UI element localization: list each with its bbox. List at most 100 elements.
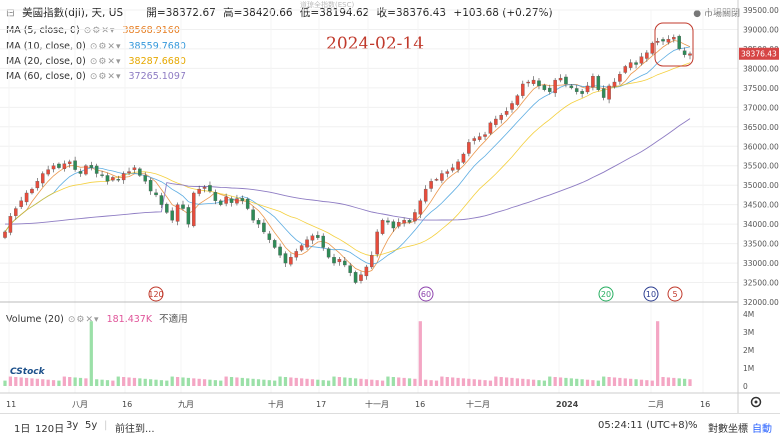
candle-body	[666, 39, 671, 43]
range-120d-button[interactable]: 120日	[35, 424, 65, 435]
candle-body	[332, 257, 336, 264]
candle-body	[229, 198, 234, 203]
volume-bar	[548, 376, 552, 386]
candle-body	[434, 179, 439, 181]
ma60-legend[interactable]: MA (60, close, 0) ⊙⚙✕▾ 37265.1097	[6, 71, 186, 82]
candle-body	[380, 220, 385, 234]
volume-bar	[424, 379, 428, 386]
range-1d-button[interactable]: 1日	[14, 424, 31, 435]
candle-body	[440, 173, 444, 181]
volume-bar	[143, 378, 147, 386]
volume-bar	[591, 380, 595, 386]
candle-body	[186, 207, 191, 225]
candle-body	[192, 192, 196, 227]
volume-bar	[192, 378, 196, 386]
ma20-legend[interactable]: MA (20, close, 0) ⊙⚙✕▾ 38287.6680	[6, 56, 186, 67]
candle-body	[165, 203, 169, 213]
candle-body	[639, 56, 644, 64]
collapse-icon[interactable]: ⊟	[6, 7, 15, 19]
volume-bar	[111, 380, 115, 386]
market-status: ● 市場關閉	[693, 9, 740, 19]
volume-bar	[413, 378, 417, 386]
volume-bar	[607, 377, 611, 386]
volume-bar	[235, 377, 239, 386]
indicator-settings-icon[interactable]: ⊙⚙✕▾	[67, 315, 100, 325]
volume-legend[interactable]: Volume (20) ⊙⚙✕▾ 181.437K 不適用	[6, 314, 188, 325]
volume-bar	[46, 379, 50, 386]
volume-bar	[300, 378, 304, 386]
candle-body	[19, 200, 23, 207]
volume-tick-label: 0	[743, 382, 748, 391]
candle-body	[521, 83, 525, 96]
volume-bar	[364, 379, 368, 386]
percent-toggle[interactable]: %	[688, 420, 698, 431]
candle-body	[251, 209, 255, 221]
candle-body	[218, 200, 223, 205]
volume-bar	[262, 379, 266, 386]
auto-scale-toggle[interactable]: 自動	[752, 424, 772, 435]
volume-bar	[116, 376, 120, 386]
range-3y-button[interactable]: 3y	[66, 420, 79, 431]
indicator-settings-icon[interactable]: ⊙⚙✕▾	[89, 42, 122, 52]
volume-bars	[3, 321, 692, 386]
cycle-marker	[667, 286, 683, 302]
cycle-markers: 120 60 20 10 5	[148, 286, 683, 302]
candle-body	[391, 221, 396, 229]
settings-icon[interactable]	[750, 396, 762, 408]
candle-body	[423, 188, 428, 202]
log-scale-toggle[interactable]: 對數坐標	[708, 424, 748, 435]
range-5y-button[interactable]: 5y	[85, 420, 98, 431]
candle-body	[14, 208, 18, 216]
candle-body	[30, 188, 34, 194]
volume-bar	[682, 378, 687, 386]
time-tick-label: 二月	[648, 400, 664, 409]
candle-body	[429, 181, 433, 189]
candle-body	[450, 167, 455, 171]
cycle-marker-label: 20	[601, 290, 611, 299]
volume-bar	[407, 378, 412, 386]
candle-body	[596, 76, 601, 90]
volume-bar	[62, 376, 66, 386]
candle-body	[515, 95, 520, 105]
volume-bar	[434, 380, 439, 386]
candle-body	[537, 80, 541, 87]
candle-body	[100, 174, 104, 176]
ma10-legend[interactable]: MA (10, close, 0) ⊙⚙✕▾ 38559.7680	[6, 41, 186, 52]
candle-body	[370, 255, 374, 268]
time-tick-label: 十二月	[466, 399, 490, 409]
candle-body	[240, 198, 245, 201]
candle-body	[224, 196, 228, 204]
candle-body	[138, 168, 142, 176]
price-chart[interactable]: 32000.00 32500.00 33000.00 33500.00 34000.00…	[0, 0, 780, 413]
volume-bar	[251, 378, 255, 386]
volume-bar	[564, 377, 568, 386]
volume-bar	[127, 377, 131, 386]
candle-body	[580, 91, 584, 94]
volume-bar	[95, 379, 99, 386]
volume-bar	[208, 379, 212, 386]
candle-body	[445, 171, 450, 174]
last-price-text: 38376.43	[741, 50, 777, 59]
volume-bar	[35, 378, 39, 386]
goto-button[interactable]: 前往到...	[115, 424, 155, 435]
volume-bar	[380, 380, 385, 386]
indicator-settings-icon[interactable]: ⊙⚙✕▾	[89, 57, 122, 67]
candle-body	[159, 195, 164, 205]
price-tick-label: 38000.00	[743, 64, 779, 73]
candle-body	[359, 274, 363, 281]
volume-bar	[24, 377, 29, 386]
indicator-settings-icon[interactable]: ⊙⚙✕▾	[89, 72, 122, 82]
volume-bar	[575, 378, 579, 386]
candle-body	[316, 235, 320, 238]
ma10-line	[4, 46, 691, 265]
volume-bar	[472, 379, 476, 386]
volume-bar	[273, 380, 277, 386]
ma5-legend[interactable]: MA (5, close, 0) ⊙⚙✕▾ 38568.9160	[6, 25, 180, 36]
candle-body	[262, 222, 266, 233]
time-tick-label: 11	[6, 400, 16, 409]
indicator-settings-icon[interactable]: ⊙⚙✕▾	[83, 26, 116, 36]
volume-bar	[105, 380, 110, 386]
volume-bar	[78, 377, 83, 386]
candle-body	[396, 222, 401, 227]
candle-body	[89, 164, 94, 168]
